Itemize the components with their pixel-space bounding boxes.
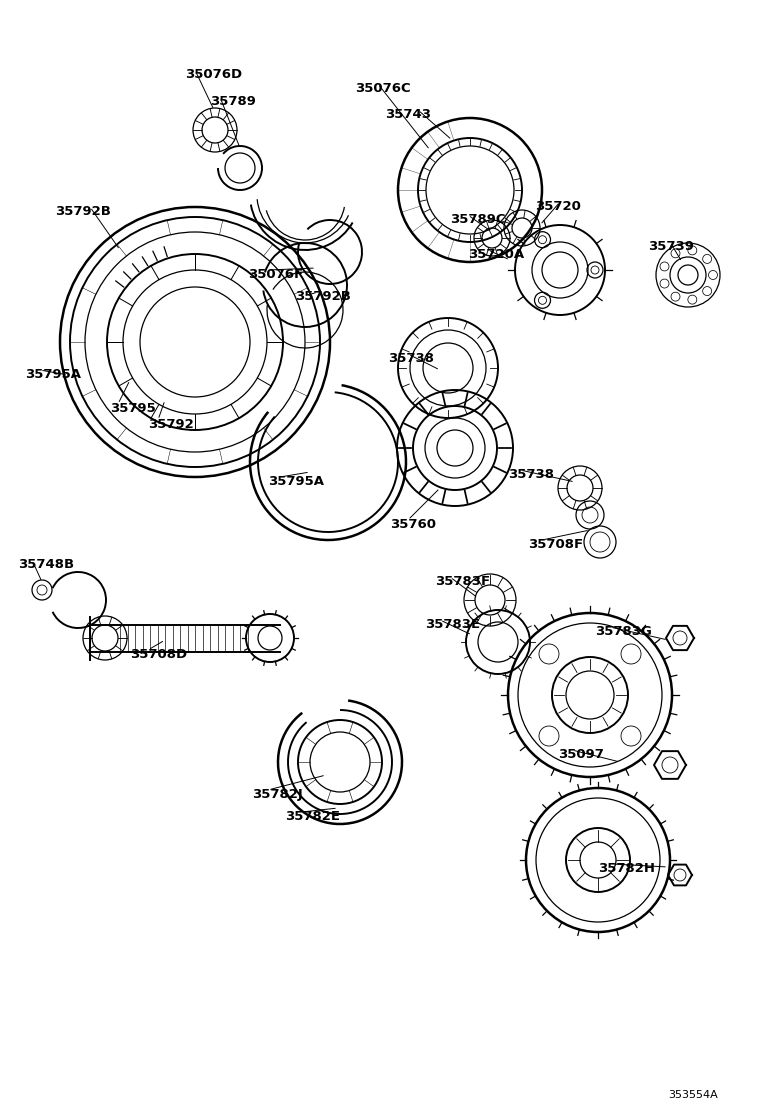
Text: 35720A: 35720A [468, 248, 524, 261]
Text: 35738: 35738 [508, 468, 554, 481]
Text: 35739: 35739 [648, 240, 694, 254]
Text: 35097: 35097 [558, 748, 604, 761]
Text: 35076D: 35076D [185, 68, 242, 81]
Text: 35782E: 35782E [285, 810, 340, 823]
Text: 353554A: 353554A [668, 1090, 717, 1100]
Text: 35795A: 35795A [268, 475, 324, 488]
Text: 35708D: 35708D [130, 648, 187, 661]
Text: 35783G: 35783G [595, 625, 652, 638]
Text: 35720: 35720 [535, 200, 581, 214]
Text: 35792B: 35792B [295, 290, 351, 302]
Text: 35789C: 35789C [450, 214, 505, 226]
Text: 35760: 35760 [390, 518, 436, 532]
Text: 35783E: 35783E [425, 618, 480, 631]
Text: 35792: 35792 [148, 418, 194, 431]
Text: 35708F: 35708F [528, 538, 583, 552]
Text: 35795A: 35795A [25, 368, 81, 381]
Text: 35743: 35743 [385, 108, 431, 121]
Text: 35076C: 35076C [355, 82, 410, 95]
Text: 35076F: 35076F [248, 268, 303, 281]
Text: 35782H: 35782H [598, 862, 655, 875]
Text: 35792B: 35792B [55, 205, 111, 218]
Text: 35738: 35738 [388, 353, 434, 365]
Text: 35782J: 35782J [252, 788, 302, 801]
Text: 35795: 35795 [110, 403, 156, 415]
Text: 35789: 35789 [210, 95, 256, 108]
Text: 35748B: 35748B [18, 558, 74, 570]
Text: 35783F: 35783F [435, 575, 490, 588]
